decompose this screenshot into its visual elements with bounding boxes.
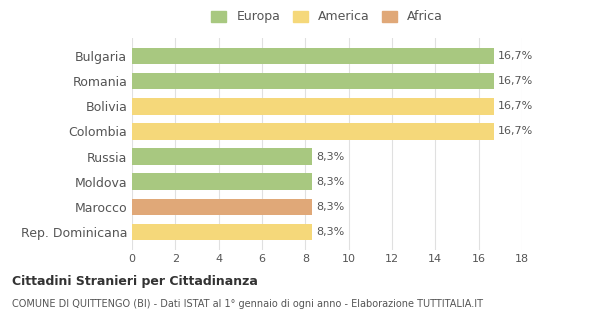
Bar xyxy=(132,123,494,140)
Bar xyxy=(132,98,494,115)
Text: 16,7%: 16,7% xyxy=(498,76,533,86)
Text: 8,3%: 8,3% xyxy=(316,152,344,162)
Text: 8,3%: 8,3% xyxy=(316,177,344,187)
Bar xyxy=(132,199,312,215)
Text: 8,3%: 8,3% xyxy=(316,227,344,237)
Text: Cittadini Stranieri per Cittadinanza: Cittadini Stranieri per Cittadinanza xyxy=(12,275,258,288)
Text: 16,7%: 16,7% xyxy=(498,126,533,136)
Text: COMUNE DI QUITTENGO (BI) - Dati ISTAT al 1° gennaio di ogni anno - Elaborazione : COMUNE DI QUITTENGO (BI) - Dati ISTAT al… xyxy=(12,299,483,309)
Bar xyxy=(132,224,312,240)
Legend: Europa, America, Africa: Europa, America, Africa xyxy=(208,7,446,27)
Bar xyxy=(132,73,494,89)
Bar xyxy=(132,48,494,64)
Text: 16,7%: 16,7% xyxy=(498,101,533,111)
Bar xyxy=(132,173,312,190)
Bar xyxy=(132,148,312,165)
Text: 8,3%: 8,3% xyxy=(316,202,344,212)
Text: 16,7%: 16,7% xyxy=(498,51,533,61)
